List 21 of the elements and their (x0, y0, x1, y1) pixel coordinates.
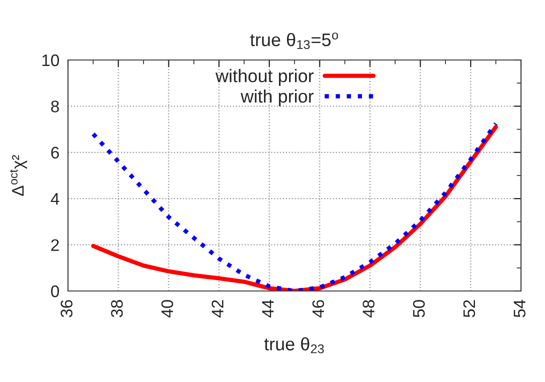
x-tick-label: 54 (514, 300, 526, 318)
x-tick-label: 38 (111, 300, 123, 318)
x-tick-label: 42 (212, 300, 224, 318)
y-tick-label: 0 (51, 285, 60, 298)
y-tick-label: 8 (51, 100, 59, 112)
x-tick-label: 50 (413, 300, 425, 318)
y-axis-title: Δ$^{oct}$χ² (10, 155, 28, 196)
x-tick-label: 40 (161, 300, 174, 318)
x-axis-title: true θ$_{23}$ (264, 337, 324, 354)
y-tick-label: 10 (42, 54, 60, 66)
x-tick-label: 44 (262, 300, 274, 318)
y-tick-label: 4 (50, 193, 60, 205)
legend-label: with prior (240, 89, 314, 106)
x-tick-label: 48 (362, 300, 374, 318)
legend-label: without prior (216, 69, 314, 86)
y-tick-label: 6 (51, 146, 59, 159)
x-tick-label: 36 (60, 300, 72, 318)
chart-title: true θ$_{13}$=5$^{o}$ (250, 32, 338, 50)
x-tick-label: 52 (463, 300, 476, 318)
x-tick-label: 46 (312, 300, 324, 318)
y-tick-label: 2 (51, 239, 59, 251)
